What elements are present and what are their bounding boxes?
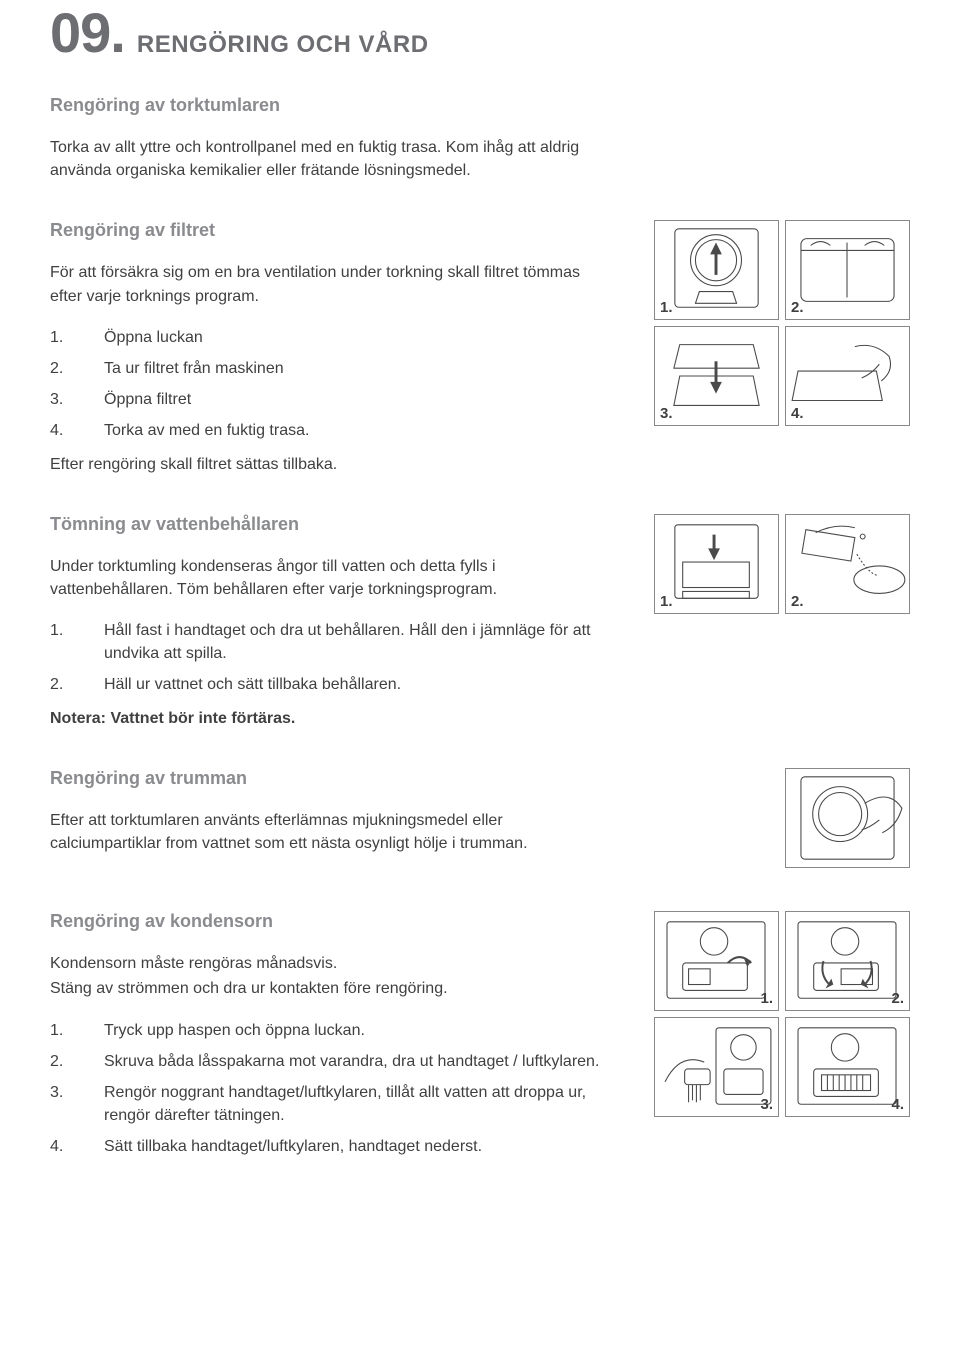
section-heading: Rengöring av kondensorn bbox=[50, 911, 630, 932]
figure-label: 1. bbox=[660, 299, 673, 316]
figure-filter-3: 3. bbox=[654, 326, 779, 426]
figure-label: 2. bbox=[791, 593, 804, 610]
chapter-title: RENGÖRING OCH VÅRD bbox=[137, 31, 429, 59]
list-item: 1.Öppna luckan bbox=[50, 326, 610, 349]
figure-condenser-2: 2. bbox=[785, 911, 910, 1011]
list-item: 1.Tryck upp haspen och öppna luckan. bbox=[50, 1019, 610, 1042]
figure-condenser-1: 1. bbox=[654, 911, 779, 1011]
figure-grid: 1. 2. 3. 4. bbox=[654, 911, 910, 1117]
step-list: 1.Öppna luckan 2.Ta ur filtret från mask… bbox=[50, 326, 610, 443]
figure-condenser-3: 3. bbox=[654, 1017, 779, 1117]
list-item: 3.Öppna filtret bbox=[50, 388, 610, 411]
section-heading: Rengöring av torktumlaren bbox=[50, 95, 910, 116]
figure-label: 4. bbox=[891, 1096, 904, 1113]
chapter-number: 09. bbox=[50, 0, 125, 65]
figure-label: 3. bbox=[760, 1096, 773, 1113]
section-filter-cleaning: Rengöring av filtret För att försäkra si… bbox=[50, 220, 910, 475]
figure-filter-1: 1. bbox=[654, 220, 779, 320]
list-item: 2.Ta ur filtret från maskinen bbox=[50, 357, 610, 380]
figure-drum bbox=[785, 768, 910, 868]
figure-label: 2. bbox=[791, 299, 804, 316]
section-body: Under torktumling kondenseras ångor till… bbox=[50, 555, 610, 601]
figure-water-1: 1. bbox=[654, 514, 779, 614]
note-text: Notera: Vattnet bör inte förtäras. bbox=[50, 707, 630, 730]
section-drum-cleaning: Rengöring av trumman Efter att torktumla… bbox=[50, 768, 910, 873]
after-list-text: Efter rengöring skall filtret sättas til… bbox=[50, 453, 610, 476]
figure-water-2: 2. bbox=[785, 514, 910, 614]
section-body: För att försäkra sig om en bra ventilati… bbox=[50, 261, 610, 307]
figure-label: 1. bbox=[760, 990, 773, 1007]
figure-grid bbox=[785, 768, 910, 868]
chapter-heading: 09. RENGÖRING OCH VÅRD bbox=[50, 0, 910, 65]
step-list: 1.Håll fast i handtaget och dra ut behål… bbox=[50, 619, 610, 697]
section-condenser-cleaning: Rengöring av kondensorn Kondensorn måste… bbox=[50, 911, 910, 1166]
figure-condenser-4: 4. bbox=[785, 1017, 910, 1117]
list-item: 1.Håll fast i handtaget och dra ut behål… bbox=[50, 619, 610, 665]
list-item: 2.Häll ur vattnet och sätt tillbaka behå… bbox=[50, 673, 610, 696]
section-heading: Rengöring av trumman bbox=[50, 768, 761, 789]
figure-label: 4. bbox=[791, 405, 804, 422]
figure-grid: 1. 2. 3. 4. bbox=[654, 220, 910, 426]
list-item: 2.Skruva båda låsspakarna mot varandra, … bbox=[50, 1050, 610, 1073]
step-list: 1.Tryck upp haspen och öppna luckan. 2.S… bbox=[50, 1019, 610, 1159]
figure-grid: 1. 2. bbox=[654, 514, 910, 614]
section-heading: Rengöring av filtret bbox=[50, 220, 630, 241]
section-dryer-cleaning: Rengöring av torktumlaren Torka av allt … bbox=[50, 95, 910, 182]
section-heading: Tömning av vattenbehållaren bbox=[50, 514, 630, 535]
figure-filter-2: 2. bbox=[785, 220, 910, 320]
figure-label: 1. bbox=[660, 593, 673, 610]
figure-filter-4: 4. bbox=[785, 326, 910, 426]
section-body: Kondensorn måste rengöras månadsvis. bbox=[50, 952, 610, 975]
list-item: 3.Rengör noggrant handtaget/luftkylaren,… bbox=[50, 1081, 610, 1127]
section-water-container: Tömning av vattenbehållaren Under torktu… bbox=[50, 514, 910, 730]
list-item: 4.Torka av med en fuktig trasa. bbox=[50, 419, 610, 442]
section-body: Efter att torktumlaren använts efterlämn… bbox=[50, 809, 610, 855]
list-item: 4.Sätt tillbaka handtaget/luftkylaren, h… bbox=[50, 1135, 610, 1158]
section-body: Torka av allt yttre och kontrollpanel me… bbox=[50, 136, 610, 182]
figure-label: 2. bbox=[891, 990, 904, 1007]
section-body: Stäng av strömmen och dra ur kontakten f… bbox=[50, 977, 610, 1000]
figure-label: 3. bbox=[660, 405, 673, 422]
